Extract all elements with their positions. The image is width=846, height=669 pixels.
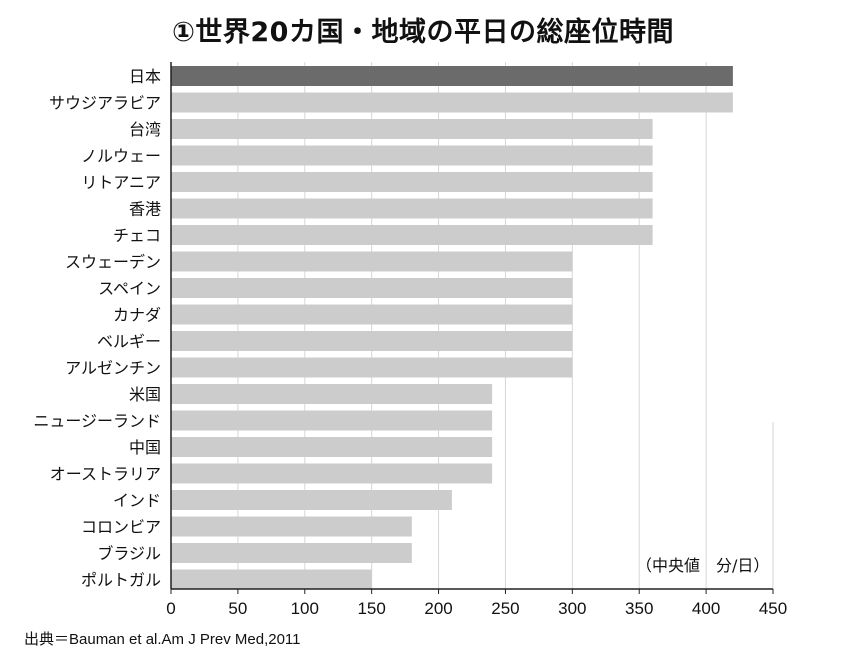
- category-label: ノルウェー: [81, 147, 161, 166]
- bar: [171, 251, 573, 272]
- category-label: コロンビア: [81, 518, 161, 537]
- category-label: ポルトガル: [81, 571, 161, 590]
- bar: [171, 543, 412, 563]
- category-label: スウェーデン: [65, 253, 161, 272]
- category-labels: 日本サウジアラビア台湾ノルウェーリトアニア香港チェコスウェーデンスペインカナダベ…: [33, 67, 161, 590]
- tick-label: 150: [357, 599, 385, 618]
- tick-label: 200: [424, 599, 452, 618]
- category-label: ニュージーランド: [33, 412, 161, 431]
- bar: [171, 145, 653, 166]
- x-tick-labels: 0 50 100 150 200 250 300 350 400 450: [166, 599, 787, 618]
- tick-label: 250: [491, 599, 519, 618]
- bar: [171, 304, 573, 325]
- tick-label: 400: [692, 599, 720, 618]
- category-label: 台湾: [129, 120, 161, 139]
- category-label: 日本: [129, 67, 161, 86]
- bar: [171, 331, 573, 351]
- tick-label: 450: [759, 599, 787, 618]
- bar: [171, 384, 493, 404]
- category-label: チェコ: [113, 226, 161, 245]
- category-label: インド: [113, 491, 161, 510]
- category-label: ベルギー: [97, 332, 161, 351]
- category-label: サウジアラビア: [49, 94, 161, 113]
- unit-label: （中央値 分/日）: [636, 556, 770, 575]
- bar: [171, 437, 493, 457]
- category-label: リトアニア: [81, 173, 161, 192]
- category-label: ブラジル: [97, 544, 161, 563]
- bar: [171, 410, 493, 431]
- tick-label: 300: [558, 599, 586, 618]
- bar: [171, 225, 653, 245]
- bar: [171, 119, 653, 139]
- category-label: 米国: [129, 385, 161, 404]
- category-label: アルゼンチン: [65, 359, 161, 378]
- tick-label: 100: [291, 599, 319, 618]
- category-label: 香港: [129, 200, 161, 219]
- bar: [171, 66, 733, 86]
- tick-label: 0: [166, 599, 175, 618]
- bar: [171, 357, 573, 378]
- bar: [171, 92, 733, 113]
- x-axis: [170, 62, 774, 594]
- chart-title: ①世界20カ国・地域の平日の総座位時間: [172, 17, 674, 48]
- bar: [171, 463, 493, 484]
- bar: [171, 569, 372, 590]
- bar: [171, 278, 573, 298]
- bar: [171, 172, 653, 192]
- bar: [171, 516, 412, 537]
- category-label: 中国: [129, 438, 161, 457]
- category-label: スペイン: [98, 279, 161, 298]
- category-label: カナダ: [113, 306, 161, 325]
- tick-label: 50: [228, 599, 247, 618]
- bars: [171, 66, 733, 590]
- category-label: オーストラリア: [50, 465, 161, 484]
- bar: [171, 490, 452, 510]
- bar: [171, 198, 653, 219]
- tick-label: 350: [625, 599, 653, 618]
- source-note: 出典＝Bauman et al.Am J Prev Med,2011: [24, 631, 301, 648]
